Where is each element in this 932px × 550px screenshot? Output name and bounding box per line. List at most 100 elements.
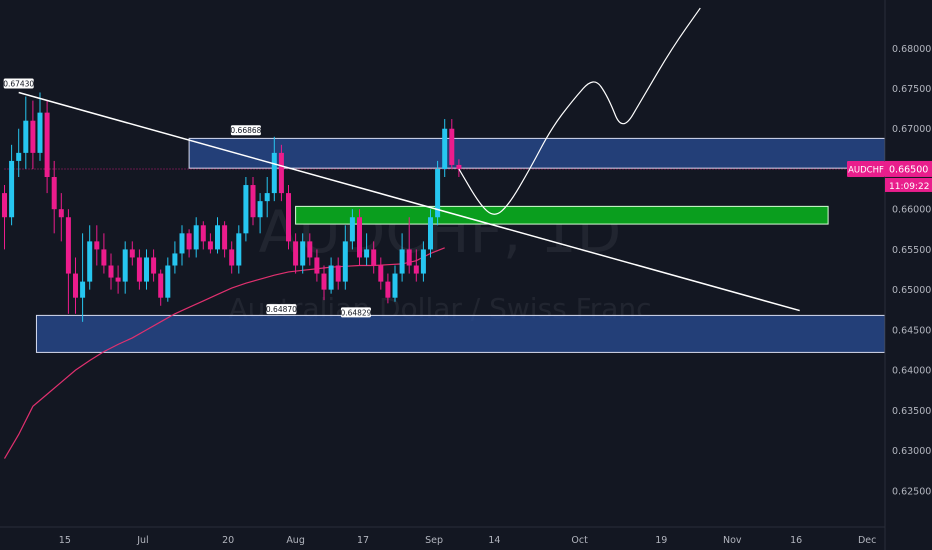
candle-body	[65, 217, 71, 274]
candle-body	[428, 217, 433, 250]
candle-body	[94, 241, 100, 250]
candle	[9, 144, 15, 226]
candle	[158, 269, 164, 306]
candle-body	[51, 177, 57, 210]
price-tick-label: 0.65500	[892, 245, 931, 256]
candle	[364, 233, 370, 266]
candle	[257, 193, 263, 234]
price-tick-label: 0.66000	[892, 205, 931, 216]
time-tick-label: 20	[222, 535, 234, 546]
symbol-badge: AUDCHF	[848, 165, 884, 175]
candle	[94, 225, 100, 266]
price-point-label-text: 0.66868	[230, 126, 261, 135]
candle-body	[44, 112, 50, 178]
candle-body	[392, 273, 398, 298]
price-tick-label: 0.64500	[892, 325, 931, 336]
candle-body	[165, 265, 171, 298]
candle	[420, 241, 426, 282]
candle-body	[286, 193, 291, 242]
candle	[321, 265, 327, 301]
countdown-box	[885, 177, 932, 192]
time-axis[interactable]: 15 Jul 20 Aug 17 Sep 14 Oct 19 Nov 16 Dec	[0, 526, 885, 546]
candle-body	[9, 160, 15, 218]
candle	[101, 233, 107, 274]
symbol-price-badge[interactable]: AUDCHF 0.66500 11:09:22	[847, 160, 932, 192]
candle-body	[378, 265, 384, 282]
candles	[2, 92, 462, 322]
candle	[392, 265, 398, 302]
price-tick-label: 0.67000	[892, 124, 931, 135]
candle-body	[193, 225, 199, 250]
candle	[456, 159, 462, 178]
candle	[300, 233, 306, 274]
candle-body	[371, 249, 377, 266]
price-point-label: 0.66868	[230, 125, 262, 136]
projection-path	[458, 7, 701, 215]
candle-body	[406, 249, 412, 266]
candle	[58, 193, 64, 242]
candle	[357, 209, 362, 266]
candle-body	[30, 120, 36, 153]
price-tick-label: 0.67500	[892, 84, 931, 95]
candle	[172, 241, 178, 274]
candle	[236, 225, 242, 274]
price-point-label-box	[3, 78, 34, 89]
candle-body	[58, 209, 64, 218]
candle-body	[335, 265, 341, 282]
candle	[215, 217, 220, 254]
time-tick-label: 14	[488, 535, 500, 546]
candle	[16, 128, 22, 178]
candle-body	[122, 249, 128, 282]
candle	[122, 241, 128, 294]
candle	[314, 249, 320, 282]
time-tick-label: Nov	[723, 535, 742, 546]
price-tick-label: 0.65000	[892, 285, 931, 296]
candle	[349, 209, 355, 250]
candle-body	[136, 257, 142, 282]
candle	[151, 249, 157, 282]
time-tick-label: 17	[357, 535, 369, 546]
price-point-label-text: 0.64870	[266, 305, 297, 314]
candle-body	[37, 112, 43, 153]
time-tick-label: Sep	[425, 535, 443, 546]
candle-body	[357, 217, 362, 258]
candle-body	[200, 225, 206, 242]
candle	[250, 177, 256, 226]
candle	[65, 209, 71, 314]
candle-body	[179, 233, 185, 254]
time-tick-label: Oct	[571, 535, 588, 546]
candle	[385, 273, 391, 304]
price-point-label-box	[230, 125, 261, 136]
candle-body	[87, 241, 93, 282]
candle	[186, 229, 192, 258]
candle-body	[129, 249, 135, 258]
candle-body	[222, 225, 228, 250]
candle	[271, 136, 277, 202]
candle	[428, 209, 433, 258]
candle	[207, 233, 213, 254]
candle-body	[435, 168, 441, 218]
candle	[30, 100, 36, 169]
candle	[222, 221, 228, 258]
candle-body	[399, 249, 405, 274]
candle	[307, 233, 313, 266]
price-point-label: 0.64870	[266, 304, 297, 315]
candle	[278, 144, 284, 202]
candle-body	[328, 265, 334, 290]
candle	[335, 257, 341, 290]
candle-body	[314, 257, 320, 274]
candle	[87, 225, 93, 290]
candle-body	[80, 281, 86, 298]
price-point-label-text: 0.67430	[3, 80, 34, 89]
candle-body	[215, 225, 220, 250]
price-tick-label: 0.63500	[892, 406, 931, 417]
time-tick-label: 16	[790, 535, 802, 546]
candle-body	[307, 241, 313, 258]
price-axis[interactable]: 0.68000 0.67500 0.67000 0.66500 0.66000 0.655…	[847, 0, 932, 550]
candle	[286, 185, 291, 250]
candle	[51, 160, 57, 234]
candle	[243, 177, 249, 242]
zone-upper	[188, 137, 886, 169]
candle	[200, 221, 206, 250]
